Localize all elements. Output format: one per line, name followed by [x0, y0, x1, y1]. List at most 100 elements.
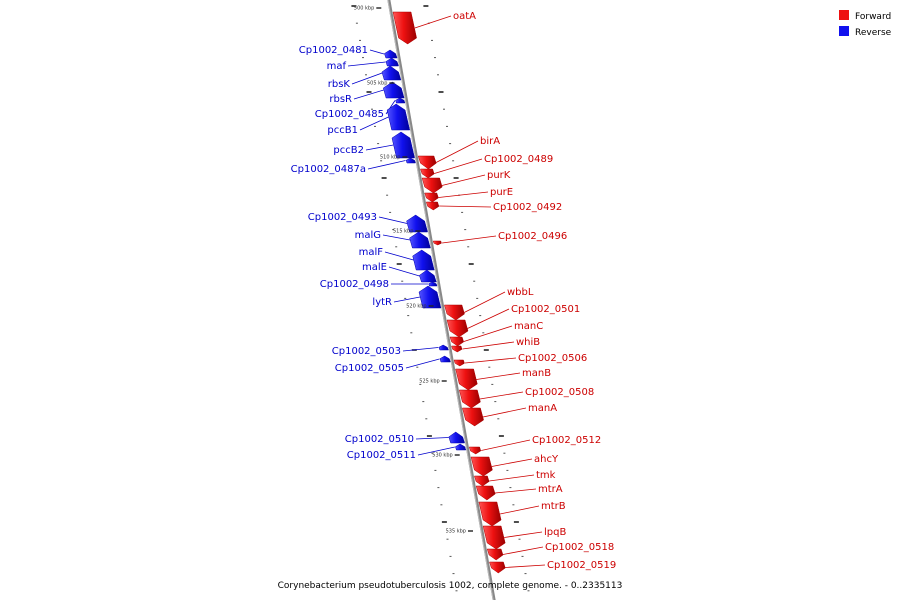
gene-label[interactable]: Cp1002_0505: [335, 363, 404, 374]
gene-feature[interactable]: Cp1002_0498: [320, 279, 438, 290]
forward-gene-arrow[interactable]: [446, 319, 469, 338]
gene-feature[interactable]: malG: [355, 230, 431, 249]
forward-gene-arrow[interactable]: [444, 304, 465, 321]
forward-gene-arrow[interactable]: [482, 525, 506, 550]
gene-feature[interactable]: rbsK: [328, 65, 402, 90]
gene-label[interactable]: ahcY: [534, 454, 559, 465]
forward-gene-arrow[interactable]: [451, 345, 463, 353]
forward-gene-arrow[interactable]: [489, 561, 506, 574]
gene-feature[interactable]: maf: [327, 57, 399, 72]
gene-label[interactable]: oatA: [453, 11, 476, 22]
gene-label[interactable]: Cp1002_0519: [547, 560, 616, 571]
forward-gene-arrow[interactable]: [462, 407, 484, 427]
forward-gene-arrow[interactable]: [425, 201, 440, 211]
forward-gene-arrow[interactable]: [417, 155, 437, 170]
gene-label[interactable]: tmk: [536, 470, 556, 481]
gene-feature[interactable]: purK: [421, 170, 511, 194]
gene-label[interactable]: Cp1002_0503: [332, 346, 401, 357]
forward-gene-arrow[interactable]: [470, 456, 493, 477]
gene-feature[interactable]: Cp1002_0511: [347, 443, 467, 461]
gene-feature[interactable]: oatA: [392, 11, 476, 45]
gene-label[interactable]: Cp1002_0511: [347, 450, 416, 461]
gene-label[interactable]: Cp1002_0501: [511, 304, 580, 315]
gene-feature[interactable]: Cp1002_0503: [332, 344, 449, 357]
gene-label[interactable]: rbsK: [328, 79, 351, 90]
gene-label[interactable]: manA: [528, 403, 557, 414]
gene-feature[interactable]: mtrB: [478, 501, 566, 527]
gene-feature[interactable]: manA: [462, 403, 557, 427]
gene-label[interactable]: lytR: [372, 297, 392, 308]
forward-gene-arrow[interactable]: [449, 336, 464, 347]
gene-label[interactable]: Cp1002_0487a: [291, 164, 366, 175]
gene-label[interactable]: maf: [327, 61, 347, 72]
forward-gene-arrow[interactable]: [458, 389, 481, 409]
forward-gene-arrow[interactable]: [432, 240, 442, 246]
gene-feature[interactable]: manB: [455, 368, 552, 391]
gene-label[interactable]: Cp1002_0498: [320, 279, 389, 290]
forward-gene-arrow[interactable]: [486, 548, 504, 561]
gene-feature[interactable]: malF: [359, 247, 435, 271]
gene-feature[interactable]: tmk: [474, 470, 556, 487]
reverse-gene-arrow[interactable]: [412, 249, 435, 271]
gene-label[interactable]: mtrB: [541, 501, 566, 512]
gene-feature[interactable]: purE: [424, 187, 513, 203]
gene-label[interactable]: malE: [362, 262, 387, 273]
gene-label[interactable]: Cp1002_0481: [299, 45, 368, 56]
gene-feature[interactable]: Cp1002_0512: [468, 435, 601, 455]
gene-feature[interactable]: Cp1002_0492: [425, 201, 562, 213]
reverse-gene-arrow[interactable]: [395, 97, 406, 104]
gene-feature[interactable]: pccB1: [327, 103, 411, 136]
forward-gene-arrow[interactable]: [475, 485, 496, 501]
forward-gene-arrow[interactable]: [453, 359, 465, 367]
reverse-gene-arrow[interactable]: [385, 57, 399, 67]
reverse-gene-arrow[interactable]: [409, 231, 431, 249]
reverse-gene-arrow[interactable]: [428, 281, 438, 287]
reverse-gene-arrow[interactable]: [448, 431, 465, 444]
reverse-gene-arrow[interactable]: [405, 157, 416, 164]
reverse-gene-arrow[interactable]: [381, 65, 402, 81]
gene-label[interactable]: Cp1002_0496: [498, 231, 567, 242]
gene-label[interactable]: manC: [514, 321, 543, 332]
gene-feature[interactable]: mtrA: [475, 484, 563, 501]
gene-label[interactable]: Cp1002_0512: [532, 435, 601, 446]
gene-label[interactable]: manB: [522, 368, 551, 379]
reverse-gene-arrow[interactable]: [455, 443, 467, 451]
gene-feature[interactable]: Cp1002_0496: [432, 231, 567, 246]
gene-feature[interactable]: rbsR: [329, 81, 405, 105]
forward-gene-arrow[interactable]: [455, 368, 478, 391]
gene-label[interactable]: mtrA: [538, 484, 563, 495]
gene-label[interactable]: purK: [487, 170, 511, 181]
gene-feature[interactable]: malE: [362, 262, 437, 283]
gene-feature[interactable]: Cp1002_0506: [453, 353, 587, 367]
gene-label[interactable]: rbsR: [329, 94, 352, 105]
forward-gene-arrow[interactable]: [474, 475, 490, 487]
gene-label[interactable]: whiB: [516, 337, 540, 348]
reverse-gene-arrow[interactable]: [419, 269, 437, 283]
gene-feature[interactable]: Cp1002_0505: [335, 355, 451, 374]
gene-feature[interactable]: manC: [449, 321, 543, 347]
gene-label[interactable]: malG: [355, 230, 381, 241]
gene-feature[interactable]: birA: [417, 136, 500, 170]
reverse-gene-arrow[interactable]: [418, 285, 442, 309]
gene-feature[interactable]: lytR: [372, 285, 442, 309]
reverse-gene-arrow[interactable]: [439, 355, 451, 363]
gene-label[interactable]: Cp1002_0493: [308, 212, 377, 223]
gene-label[interactable]: Cp1002_0492: [493, 202, 562, 213]
gene-label[interactable]: wbbL: [507, 287, 534, 298]
gene-feature[interactable]: Cp1002_0487a: [291, 157, 416, 175]
forward-gene-arrow[interactable]: [421, 177, 443, 194]
gene-feature[interactable]: wbbL: [444, 287, 534, 321]
reverse-gene-arrow[interactable]: [384, 49, 398, 59]
gene-label[interactable]: Cp1002_0485: [315, 109, 384, 120]
gene-feature[interactable]: whiB: [451, 337, 541, 353]
gene-label[interactable]: birA: [480, 136, 500, 147]
gene-label[interactable]: Cp1002_0518: [545, 542, 614, 553]
gene-label[interactable]: Cp1002_0510: [345, 434, 414, 445]
gene-feature[interactable]: Cp1002_0519: [489, 560, 617, 574]
gene-label[interactable]: Cp1002_0489: [484, 154, 553, 165]
reverse-gene-arrow[interactable]: [391, 131, 415, 159]
forward-gene-arrow[interactable]: [420, 168, 435, 179]
gene-feature[interactable]: Cp1002_0508: [458, 387, 594, 409]
gene-label[interactable]: Cp1002_0508: [525, 387, 594, 398]
gene-feature[interactable]: lpqB: [482, 525, 566, 550]
